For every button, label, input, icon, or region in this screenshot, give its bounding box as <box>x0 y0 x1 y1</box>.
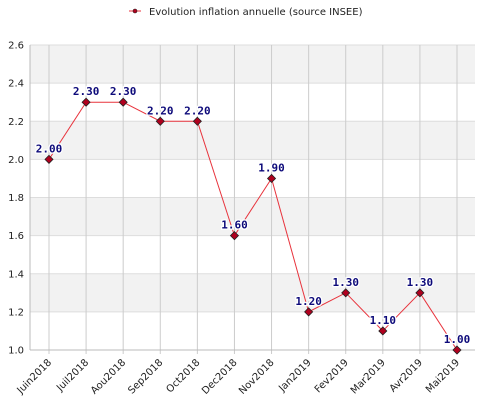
data-value-label: 1.30 <box>332 276 359 289</box>
data-point-marker[interactable] <box>452 345 462 355</box>
legend-label: Evolution inflation annuelle (source INS… <box>149 7 363 18</box>
y-tick-label: 1.4 <box>8 269 24 280</box>
plot-bands <box>30 45 475 312</box>
data-point-marker[interactable] <box>44 154 54 164</box>
data-value-label: 2.30 <box>110 85 137 98</box>
y-tick-label: 1.0 <box>8 346 24 357</box>
y-tick-label: 2.2 <box>8 117 24 128</box>
data-value-label: 1.90 <box>258 161 285 174</box>
plot-band <box>30 273 475 312</box>
y-tick-label: 1.6 <box>8 231 24 242</box>
data-point-marker[interactable] <box>118 97 128 107</box>
y-axis: 1.0 1.2 1.4 1.6 1.8 2.0 2.2 2.4 2.6 <box>8 41 24 357</box>
x-tick-label: Fev2019 <box>313 357 351 395</box>
data-point-marker[interactable] <box>341 288 351 298</box>
x-tick-label: Mar2019 <box>349 357 388 396</box>
plot-band <box>30 121 475 160</box>
data-value-label: 1.60 <box>221 219 248 232</box>
y-tick-label: 1.2 <box>8 307 24 318</box>
y-tick-label: 2.4 <box>8 79 24 90</box>
data-value-label: 1.30 <box>407 276 434 289</box>
y-tick-label: 2.6 <box>8 41 24 52</box>
data-value-label: 1.10 <box>370 314 397 327</box>
data-value-label: 2.30 <box>73 85 100 98</box>
data-value-label: 1.00 <box>444 333 471 346</box>
x-tick-label: Juin2018 <box>15 357 54 396</box>
x-tick-label: Aou2018 <box>89 357 128 396</box>
data-point-marker[interactable] <box>192 116 202 126</box>
data-point-marker[interactable] <box>266 173 277 184</box>
x-tick-label: Dec2018 <box>200 357 239 396</box>
x-tick-label: Oct2018 <box>164 357 202 395</box>
data-point-marker[interactable] <box>415 288 425 298</box>
x-tick-label: Sep2018 <box>126 357 165 396</box>
x-tick-label: Nov2018 <box>237 357 277 397</box>
legend-marker-swatch <box>132 8 138 14</box>
y-tick-label: 1.8 <box>8 193 24 204</box>
x-tick-label: Juil2018 <box>54 357 91 394</box>
plot-band <box>30 45 475 84</box>
data-value-label: 2.20 <box>147 104 174 117</box>
x-tick-label: Avr2019 <box>388 357 425 394</box>
data-value-label: 2.20 <box>184 104 211 117</box>
data-value-label: 2.00 <box>36 142 63 155</box>
legend[interactable]: Evolution inflation annuelle (source INS… <box>129 7 363 18</box>
x-tick-label: Jan2019 <box>276 357 313 394</box>
data-point-marker[interactable] <box>155 116 165 126</box>
data-point-marker[interactable] <box>304 307 314 317</box>
plot-band <box>30 197 475 236</box>
data-value-label: 1.20 <box>295 295 322 308</box>
x-tick-label: Mai2019 <box>424 357 462 395</box>
data-point-marker[interactable] <box>378 326 388 336</box>
data-labels: 2.00 2.30 2.30 2.20 2.20 1.60 1.90 1.20 1.30 1.10… <box>35 84 472 347</box>
y-tick-label: 2.0 <box>8 155 24 166</box>
data-point-marker[interactable] <box>81 97 91 107</box>
series-line <box>48 101 458 351</box>
series-markers <box>44 97 462 355</box>
series-polyline <box>48 101 458 351</box>
data-point-marker[interactable] <box>229 231 240 241</box>
